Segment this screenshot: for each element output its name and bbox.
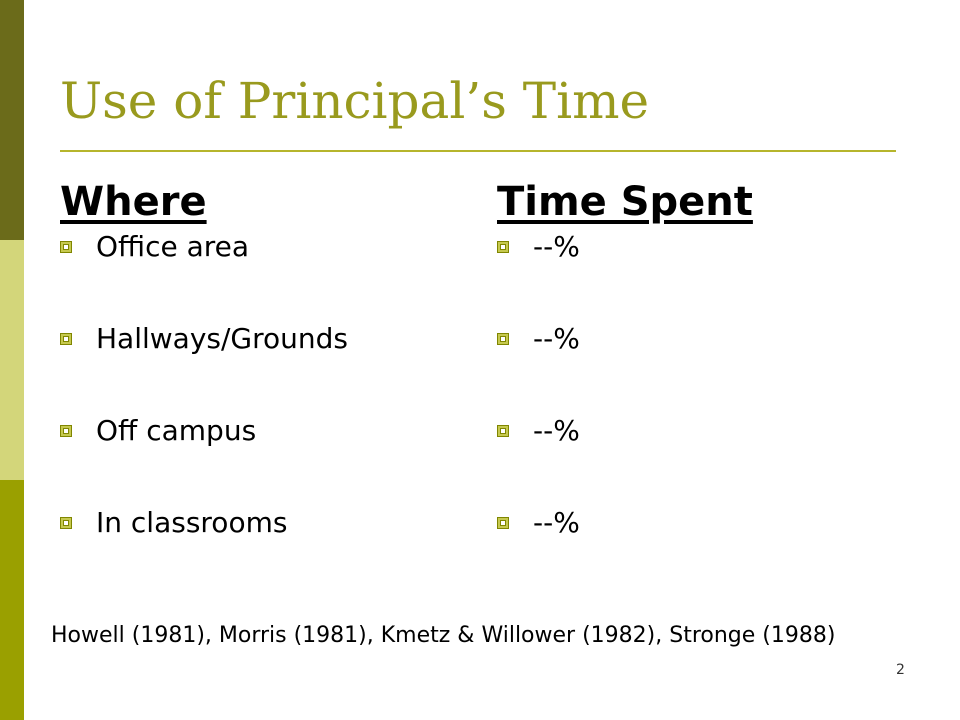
title-divider: [60, 150, 896, 152]
square-bullet-icon: [60, 333, 72, 345]
side-bar-bottom: [0, 480, 24, 720]
list-item: Hallways/Grounds: [60, 320, 348, 358]
square-bullet-icon: [497, 425, 509, 437]
square-bullet-icon: [60, 425, 72, 437]
square-bullet-icon: [60, 241, 72, 253]
list-item-value: --%: [533, 414, 580, 447]
square-bullet-icon: [60, 517, 72, 529]
time-spent-column: Time Spent --% --% --% --%: [497, 176, 753, 596]
citation: Howell (1981), Morris (1981), Kmetz & Wi…: [51, 623, 836, 648]
list-item: Off campus: [60, 412, 348, 450]
square-bullet-icon: [497, 241, 509, 253]
list-item-value: --%: [533, 322, 580, 355]
list-item: --%: [497, 228, 753, 266]
list-item-value: --%: [533, 230, 580, 263]
page-number: 2: [896, 662, 905, 678]
where-column: Where Office area Hallways/Grounds Off c…: [60, 176, 348, 596]
slide-title: Use of Principal’s Time: [60, 72, 650, 130]
where-header: Where: [60, 179, 207, 225]
time-spent-header: Time Spent: [497, 179, 753, 225]
list-item: --%: [497, 504, 753, 542]
where-list: Office area Hallways/Grounds Off campus …: [60, 228, 348, 542]
square-bullet-icon: [497, 517, 509, 529]
list-item-value: --%: [533, 506, 580, 539]
list-item-label: Hallways/Grounds: [96, 322, 348, 355]
side-bar-top: [0, 0, 24, 240]
list-item: In classrooms: [60, 504, 348, 542]
list-item-label: Off campus: [96, 414, 257, 447]
list-item-label: Office area: [96, 230, 250, 263]
time-spent-list: --% --% --% --%: [497, 228, 753, 542]
list-item: --%: [497, 412, 753, 450]
list-item: --%: [497, 320, 753, 358]
list-item-label: In classrooms: [96, 506, 288, 539]
list-item: Office area: [60, 228, 348, 266]
square-bullet-icon: [497, 333, 509, 345]
side-bar-middle: [0, 240, 24, 480]
